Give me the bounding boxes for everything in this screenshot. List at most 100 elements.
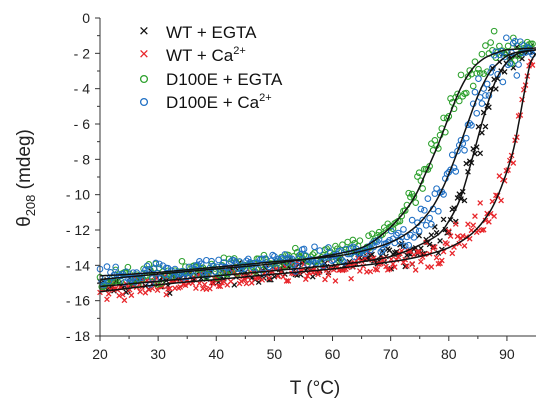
- data-point: [182, 282, 189, 289]
- data-point: [465, 221, 471, 228]
- data-point: [471, 58, 479, 66]
- data-point: [431, 244, 438, 250]
- data-point: [515, 61, 522, 68]
- data-point: [437, 238, 443, 244]
- data-point: [377, 248, 385, 256]
- legend-label: D100E + Ca2+: [166, 92, 272, 112]
- data-point: [285, 278, 292, 284]
- y-tick-label: - 8: [74, 151, 91, 167]
- data-point: [422, 221, 430, 229]
- data-point: [117, 272, 125, 280]
- data-point: [510, 39, 517, 47]
- fit-curve-2: [99, 47, 536, 281]
- data-point: [300, 245, 308, 253]
- data-point: [163, 291, 170, 298]
- data-point: [409, 261, 416, 267]
- data-point: [104, 296, 110, 303]
- data-point: [119, 291, 126, 298]
- data-point: [455, 97, 463, 105]
- data-point: [461, 197, 468, 204]
- data-point: [143, 262, 151, 270]
- data-point: [471, 88, 479, 96]
- data-point: [501, 53, 508, 61]
- data-point: [452, 221, 459, 227]
- data-point: [356, 237, 364, 244]
- data-point: [150, 265, 158, 273]
- data-point: [452, 168, 460, 175]
- data-point: [529, 40, 536, 48]
- fit-curve-3: [99, 49, 536, 277]
- data-point: [437, 260, 443, 267]
- data-point: [461, 146, 468, 154]
- data-point: [445, 113, 453, 120]
- data-point: [424, 195, 432, 202]
- data-point: [180, 274, 188, 281]
- data-point: [367, 268, 374, 275]
- data-point: [374, 266, 381, 273]
- data-point: [339, 257, 346, 264]
- data-point: [489, 64, 496, 71]
- data-point: [332, 278, 339, 284]
- data-point: [259, 277, 266, 283]
- data-point: [383, 263, 389, 270]
- y-tick-label: - 10: [66, 187, 90, 203]
- data-point: [197, 260, 205, 268]
- data-point: [416, 249, 423, 255]
- data-point: [416, 232, 423, 239]
- data-point: [408, 216, 416, 224]
- data-point: [171, 265, 179, 273]
- data-point: [473, 109, 481, 117]
- data-point: [463, 160, 470, 167]
- data-point: [475, 75, 482, 83]
- data-point: [478, 100, 486, 107]
- legend-label: WT + Ca2+: [166, 45, 246, 65]
- legend-marker: ✕: [139, 46, 150, 61]
- data-point: [470, 222, 477, 229]
- data-point: [462, 134, 470, 142]
- data-point: [401, 242, 409, 250]
- data-point: [404, 263, 410, 269]
- data-point: [244, 255, 252, 263]
- data-point: [193, 285, 199, 292]
- data-point: [475, 65, 482, 73]
- data-point: [281, 262, 289, 270]
- x-tick-label: 20: [92, 346, 108, 362]
- data-point: [487, 39, 494, 46]
- data-point: [204, 271, 212, 279]
- data-point: [499, 78, 507, 86]
- data-point: [356, 268, 363, 274]
- data-point: [482, 92, 489, 99]
- data-point: [513, 72, 521, 79]
- data-point: [131, 278, 139, 286]
- data-point: [227, 278, 234, 285]
- data-point: [243, 280, 250, 287]
- data-point: [325, 244, 332, 251]
- data-point: [504, 42, 512, 50]
- data-point: [183, 273, 191, 281]
- data-point: [311, 243, 318, 251]
- fit-curve-1: [99, 52, 536, 293]
- data-point: [482, 217, 489, 224]
- data-point: [472, 213, 478, 220]
- data-point: [491, 213, 498, 220]
- data-point: [262, 255, 270, 262]
- y-tick-label: - 12: [66, 222, 90, 238]
- data-point: [339, 241, 346, 249]
- x-axis-title: T (°C): [290, 378, 341, 399]
- data-point: [448, 151, 456, 159]
- data-point: [480, 70, 488, 78]
- data-point: [137, 288, 143, 295]
- data-point: [207, 285, 213, 292]
- data-point: [402, 263, 409, 270]
- y-tick-label: 0: [82, 10, 90, 26]
- y-tick-label: - 14: [66, 257, 90, 273]
- data-point: [516, 38, 524, 45]
- data-point: [292, 244, 299, 252]
- data-point: [391, 264, 398, 270]
- data-point: [428, 220, 435, 228]
- data-point: [215, 256, 222, 264]
- data-point: [438, 257, 445, 264]
- data-point: [220, 259, 228, 266]
- data-point: [426, 214, 433, 222]
- data-point: [415, 227, 423, 235]
